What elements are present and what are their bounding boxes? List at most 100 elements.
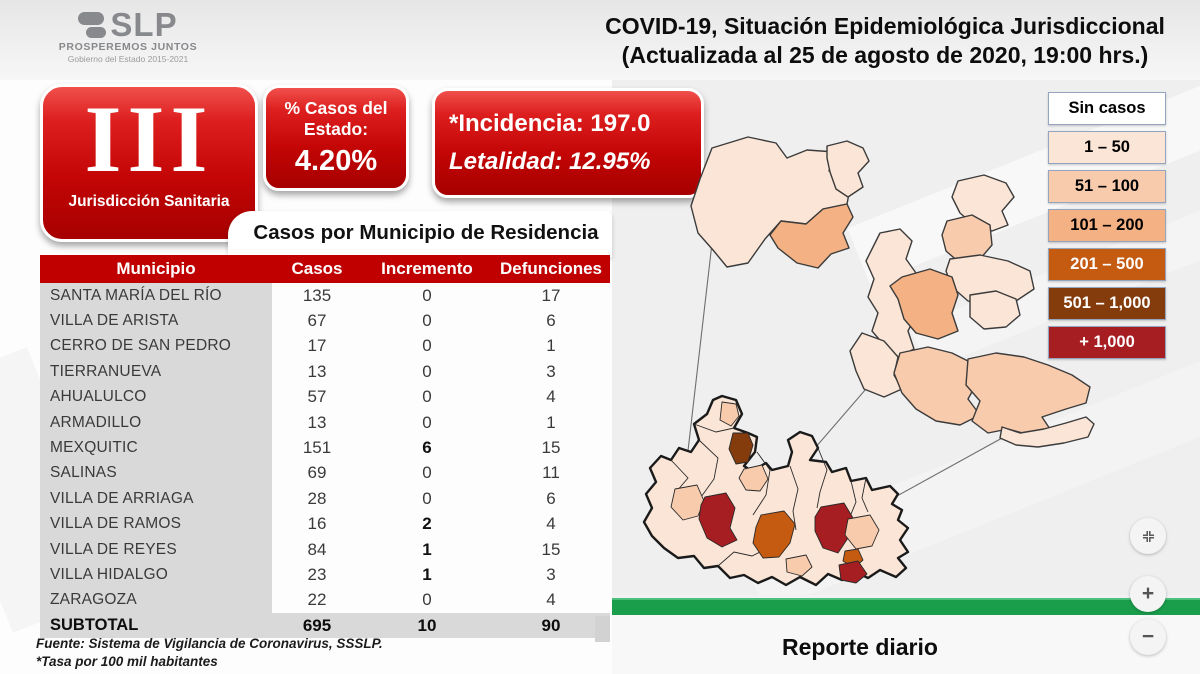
- cell-municipio: ZARAGOZA: [40, 587, 272, 614]
- cell-casos: 28: [307, 488, 327, 508]
- map-region[interactable]: [999, 416, 1095, 448]
- cell-defunciones: 4: [546, 387, 556, 407]
- footer-background: [612, 614, 1200, 674]
- cell-defunciones: 3: [546, 361, 556, 381]
- legend-item: 101 – 200: [1048, 209, 1166, 242]
- report-type-label: Reporte diario: [782, 634, 938, 660]
- legend-item: 501 – 1,000: [1048, 287, 1166, 320]
- cell-municipio: VILLA DE RAMOS: [40, 511, 272, 537]
- subtotal-casos: 695: [302, 615, 332, 635]
- table-row: ARMADILLO 13 0 1: [40, 409, 610, 436]
- table-row: VILLA DE ARISTA 67 0 6: [40, 308, 610, 334]
- legend-item-label: 51 – 100: [1074, 177, 1140, 195]
- jurisdiction-numeral: III: [84, 86, 214, 192]
- cell-municipio: SALINAS: [40, 460, 272, 487]
- cell-defunciones: 11: [542, 463, 560, 483]
- zoom-out-button[interactable]: −: [1130, 619, 1166, 655]
- cell-defunciones: 3: [546, 564, 556, 584]
- cell-incremento: 1: [422, 564, 432, 584]
- table-row: CERRO DE SAN PEDRO 17 0 1: [40, 333, 610, 360]
- fit-screen-icon: [1142, 530, 1154, 542]
- legend-item-label: Sin casos: [1068, 99, 1146, 117]
- source-footnote: Fuente: Sistema de Vigilancia de Coronav…: [36, 636, 383, 651]
- table-row: VILLA DE RAMOS 16 2 4: [40, 511, 610, 537]
- map-region[interactable]: [826, 140, 870, 198]
- legend-item-label: 501 – 1,000: [1063, 294, 1151, 312]
- cell-casos: 13: [307, 412, 327, 432]
- logo-subline: Gobierno del Estado 2015-2021: [67, 54, 189, 64]
- map-subregion[interactable]: [738, 464, 769, 492]
- cell-municipio: SANTA MARÍA DEL RÍO: [40, 283, 272, 309]
- map-region[interactable]: [969, 290, 1021, 330]
- cell-casos: 16: [307, 514, 327, 534]
- map-subregion[interactable]: [838, 560, 868, 584]
- table-body: SANTA MARÍA DEL RÍO 135 0 17 VILLA DE ARISTA…: [40, 283, 610, 614]
- table-row: MEXQUITIC 151 6 15: [40, 435, 610, 461]
- map-subregion[interactable]: [814, 502, 854, 554]
- legend-item: + 1,000: [1048, 326, 1166, 359]
- map-subregion[interactable]: [670, 484, 705, 521]
- cell-municipio: MEXQUITIC: [40, 435, 272, 461]
- fit-screen-button[interactable]: [1130, 518, 1166, 554]
- table-row: SANTA MARÍA DEL RÍO 135 0 17: [40, 283, 610, 309]
- map-subregion[interactable]: [785, 554, 813, 577]
- cell-defunciones: 1: [546, 412, 556, 432]
- cell-casos: 22: [307, 590, 327, 610]
- cell-incremento: 0: [422, 361, 432, 381]
- logo-glyph-icon: [86, 27, 107, 38]
- cell-incremento: 0: [422, 311, 432, 331]
- page-title-line2: (Actualizada al 25 de agosto de 2020, 19…: [621, 42, 1149, 68]
- map-region[interactable]: [965, 352, 1091, 436]
- page-title-line1: COVID-19, Situación Epidemiológica Juris…: [605, 13, 1165, 39]
- legend-item-label: + 1,000: [1079, 333, 1135, 351]
- state-percentage-card: % Casos del Estado: 4.20%: [263, 85, 409, 191]
- cell-municipio: CERRO DE SAN PEDRO: [40, 333, 272, 360]
- map-subregion[interactable]: [719, 401, 740, 427]
- cell-casos: 84: [307, 539, 327, 559]
- cell-municipio: VILLA HIDALGO: [40, 562, 272, 588]
- cell-defunciones: 15: [541, 438, 561, 458]
- cell-incremento: 0: [422, 336, 432, 356]
- cell-municipio: VILLA DE ARRIAGA: [40, 486, 272, 512]
- cell-incremento: 6: [422, 438, 432, 458]
- cell-casos: 57: [307, 387, 327, 407]
- cell-casos: 17: [307, 336, 327, 356]
- cell-defunciones: 4: [546, 590, 556, 610]
- cell-defunciones: 15: [541, 539, 561, 559]
- map-subregion[interactable]: [698, 492, 738, 548]
- table-row: VILLA DE REYES 84 1 15: [40, 536, 610, 563]
- table-row: TIERRANUEVA 13 0 3: [40, 359, 610, 385]
- cell-municipio: VILLA DE REYES: [40, 536, 272, 563]
- legend-item-label: 1 – 50: [1084, 138, 1130, 156]
- rate-footnote: *Tasa por 100 mil habitantes: [36, 654, 218, 669]
- incidence-card: *Incidencia: 197.0 Letalidad: 12.95%: [432, 88, 704, 198]
- jurisdiction-badge: III Jurisdicción Sanitaria: [40, 84, 258, 242]
- map-subregion[interactable]: [844, 514, 880, 550]
- zoom-in-button[interactable]: +: [1130, 576, 1166, 612]
- legend: Sin casos 1 – 50 51 – 100 101 – 200 201 – 50…: [1048, 92, 1166, 359]
- logo-text: SLP: [110, 6, 178, 43]
- cell-incremento: 0: [422, 285, 432, 305]
- incidence-value: *Incidencia: 197.0: [449, 110, 651, 137]
- map-region[interactable]: [849, 332, 903, 398]
- cell-casos: 69: [307, 463, 327, 483]
- jurisdiction-map[interactable]: [612, 80, 1200, 595]
- table-header: Municipio Casos Incremento Defunciones: [40, 255, 610, 283]
- cell-municipio: AHUALULCO: [40, 384, 272, 410]
- subtotal-incremento: 10: [417, 615, 437, 635]
- map-subregion[interactable]: [752, 510, 796, 559]
- cell-defunciones: 6: [546, 488, 556, 508]
- cell-incremento: 1: [422, 539, 432, 559]
- legend-item-label: 201 – 500: [1070, 255, 1144, 273]
- map-subregion[interactable]: [728, 432, 754, 465]
- state-percentage-title: % Casos del Estado:: [284, 98, 388, 139]
- gray-notch: [595, 616, 610, 642]
- table-title: Casos por Municipio de Residencia: [253, 221, 599, 244]
- legend-item: 1 – 50: [1048, 131, 1166, 164]
- subtotal-row: SUBTOTAL 695 10 90: [40, 613, 610, 639]
- cell-casos: 151: [302, 438, 332, 458]
- col-header-defunciones: Defunciones: [499, 259, 603, 278]
- map-region[interactable]: [769, 203, 854, 269]
- cell-incremento: 0: [422, 488, 432, 508]
- map-region[interactable]: [889, 268, 959, 340]
